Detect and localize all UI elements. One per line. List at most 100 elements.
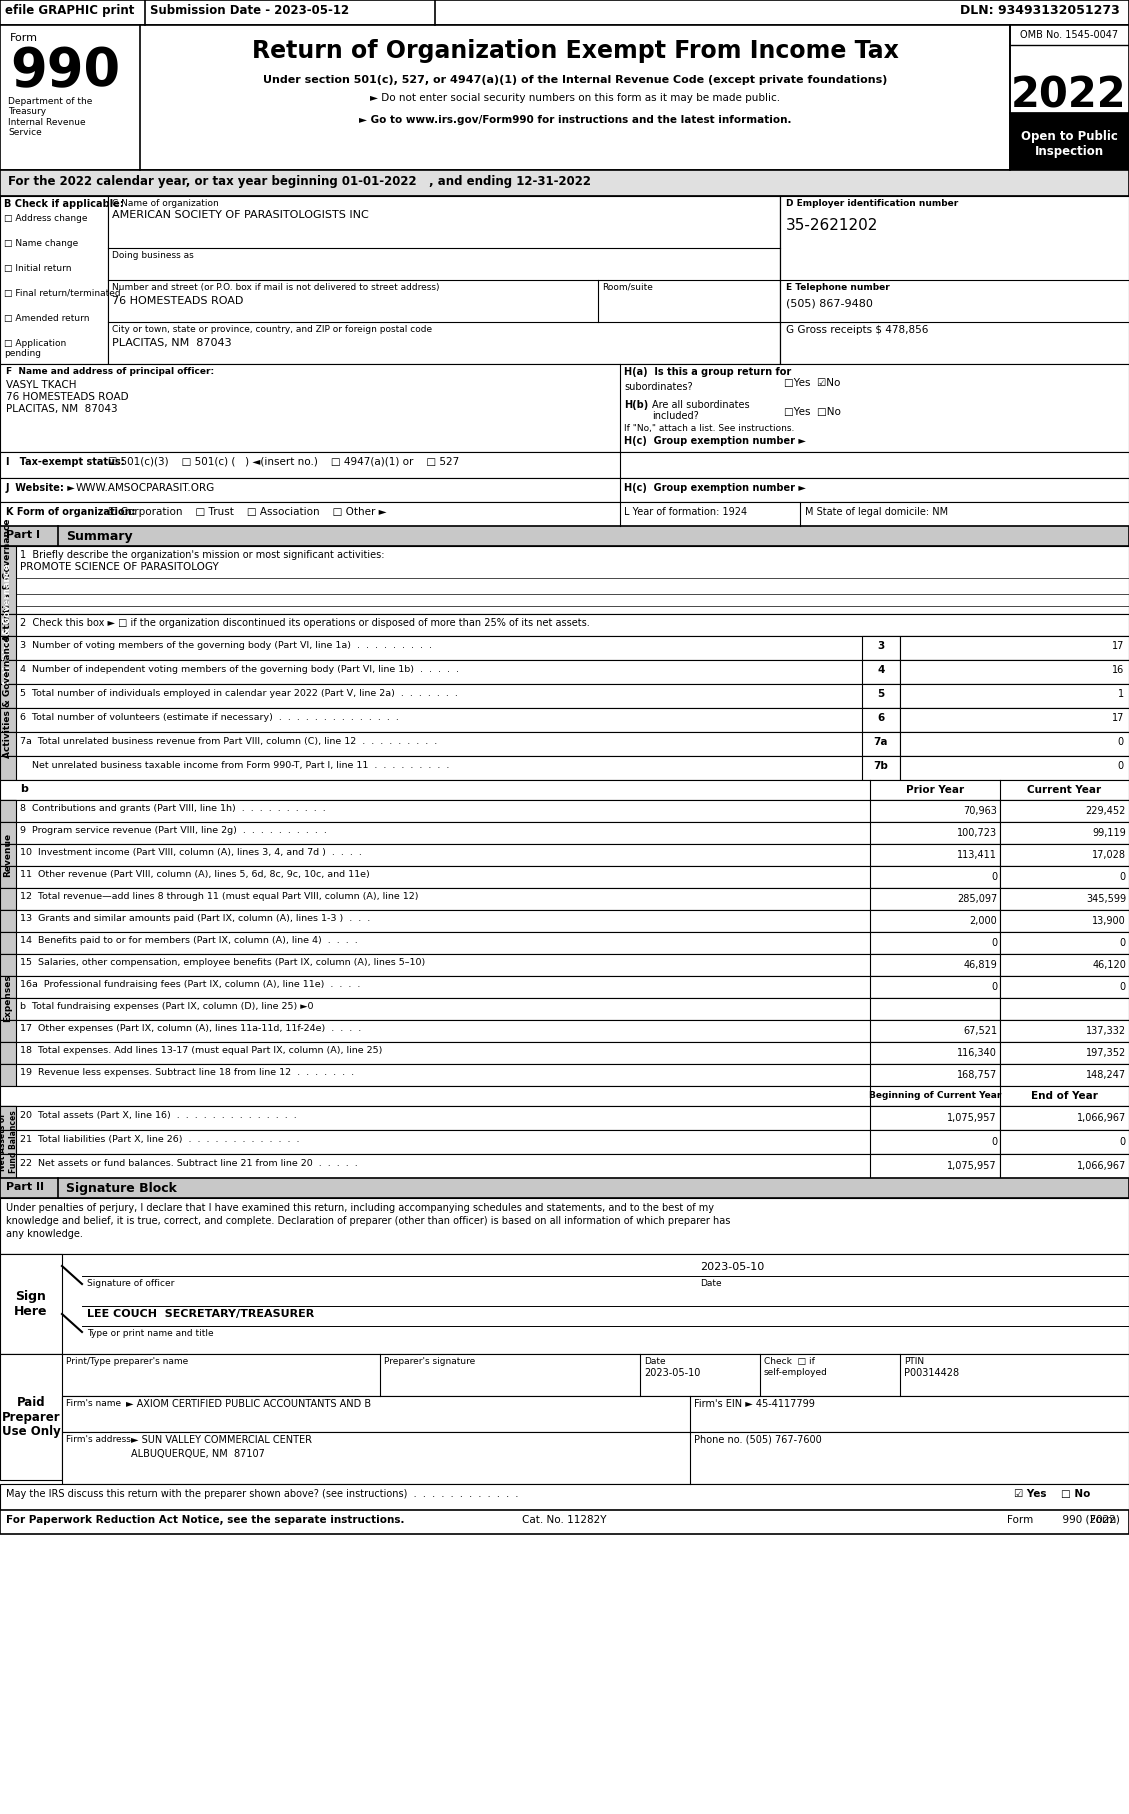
Bar xyxy=(0,911,1129,932)
Text: AMERICAN SOCIETY OF PARASITOLOGISTS INC: AMERICAN SOCIETY OF PARASITOLOGISTS INC xyxy=(112,210,369,219)
Bar xyxy=(0,660,1129,684)
Text: 100,723: 100,723 xyxy=(957,827,997,838)
Text: 2023-05-10: 2023-05-10 xyxy=(700,1263,764,1272)
Bar xyxy=(0,1130,1129,1154)
Text: 6  Total number of volunteers (estimate if necessary)  .  .  .  .  .  .  .  .  .: 6 Total number of volunteers (estimate i… xyxy=(20,713,399,722)
Bar xyxy=(870,865,1000,889)
Bar xyxy=(900,733,1129,756)
Bar xyxy=(0,998,16,1019)
Text: C Name of organization: C Name of organization xyxy=(112,200,219,209)
Bar xyxy=(1000,911,1129,932)
Bar xyxy=(863,637,900,660)
Bar xyxy=(0,1041,1129,1065)
Text: Type or print name and title: Type or print name and title xyxy=(87,1330,213,1339)
Text: F  Name and address of principal officer:: F Name and address of principal officer: xyxy=(6,366,215,375)
Text: ► Do not enter social security numbers on this form as it may be made public.: ► Do not enter social security numbers o… xyxy=(370,93,780,103)
Text: 113,411: 113,411 xyxy=(957,851,997,860)
Text: D Employer identification number: D Employer identification number xyxy=(786,200,959,209)
Text: Signature Block: Signature Block xyxy=(65,1183,177,1195)
Bar xyxy=(0,1107,16,1177)
Bar xyxy=(0,800,16,822)
Text: VASYL TKACH: VASYL TKACH xyxy=(6,379,77,390)
Text: ► AXIOM CERTIFIED PUBLIC ACCOUNTANTS AND B: ► AXIOM CERTIFIED PUBLIC ACCOUNTANTS AND… xyxy=(126,1399,371,1409)
Bar xyxy=(0,865,1129,889)
Text: self-employed: self-employed xyxy=(764,1368,828,1377)
Text: 13  Grants and similar amounts paid (Part IX, column (A), lines 1-3 )  .  .  .: 13 Grants and similar amounts paid (Part… xyxy=(20,914,370,923)
Bar xyxy=(870,1154,1000,1177)
Bar xyxy=(863,660,900,684)
Bar xyxy=(0,196,1129,365)
Bar xyxy=(0,707,16,733)
Text: 7a  Total unrelated business revenue from Part VIII, column (C), line 12  .  .  : 7a Total unrelated business revenue from… xyxy=(20,736,437,746)
Bar xyxy=(0,932,16,954)
Bar xyxy=(0,684,1129,707)
Text: ☑ Corporation    □ Trust    □ Association    □ Other ►: ☑ Corporation □ Trust □ Association □ Ot… xyxy=(108,506,386,517)
Text: 11  Other revenue (Part VIII, column (A), lines 5, 6d, 8c, 9c, 10c, and 11e): 11 Other revenue (Part VIII, column (A),… xyxy=(20,871,370,880)
Bar xyxy=(1000,800,1129,822)
Text: Beginning of Current Year: Beginning of Current Year xyxy=(869,1092,1001,1101)
Text: 0: 0 xyxy=(1118,736,1124,747)
Bar xyxy=(0,844,16,865)
Text: 7b: 7b xyxy=(874,762,889,771)
Bar xyxy=(870,800,1000,822)
Text: ☑ 501(c)(3)    □ 501(c) (   ) ◄(insert no.)    □ 4947(a)(1) or    □ 527: ☑ 501(c)(3) □ 501(c) ( ) ◄(insert no.) □… xyxy=(108,457,460,466)
Text: 990: 990 xyxy=(10,45,120,96)
Text: ☑ Yes    □ No: ☑ Yes □ No xyxy=(1014,1489,1089,1498)
Text: (505) 867-9480: (505) 867-9480 xyxy=(786,297,873,308)
Text: 285,097: 285,097 xyxy=(956,894,997,903)
Text: 1: 1 xyxy=(1118,689,1124,698)
Bar xyxy=(1000,1065,1129,1087)
Text: Form: Form xyxy=(1091,1515,1120,1526)
Bar xyxy=(0,613,16,637)
Text: WWW.AMSOCPARASIT.ORG: WWW.AMSOCPARASIT.ORG xyxy=(76,483,216,493)
Text: □Yes  ☑No: □Yes ☑No xyxy=(784,377,840,388)
Text: E Telephone number: E Telephone number xyxy=(786,283,890,292)
Text: 17: 17 xyxy=(1112,640,1124,651)
Text: 229,452: 229,452 xyxy=(1086,805,1126,816)
Bar xyxy=(1000,932,1129,954)
Bar xyxy=(870,889,1000,911)
Text: Under penalties of perjury, I declare that I have examined this return, includin: Under penalties of perjury, I declare th… xyxy=(6,1203,714,1214)
Text: OMB No. 1545-0047: OMB No. 1545-0047 xyxy=(1019,31,1118,40)
Text: b: b xyxy=(20,784,28,795)
Text: I   Tax-exempt status:: I Tax-exempt status: xyxy=(6,457,124,466)
Text: DLN: 93493132051273: DLN: 93493132051273 xyxy=(961,4,1120,16)
Text: Firm's name: Firm's name xyxy=(65,1399,121,1408)
Text: Revenue: Revenue xyxy=(3,833,12,876)
Bar xyxy=(0,911,16,932)
Text: Room/suite: Room/suite xyxy=(602,283,653,292)
Text: Summary: Summary xyxy=(65,530,132,542)
Bar xyxy=(0,822,16,844)
Text: 1,075,957: 1,075,957 xyxy=(947,1114,997,1123)
Bar xyxy=(0,25,1129,171)
Text: H(b): H(b) xyxy=(624,401,648,410)
Text: Prior Year: Prior Year xyxy=(905,785,964,795)
Text: 197,352: 197,352 xyxy=(1086,1048,1126,1058)
Text: Return of Organization Exempt From Income Tax: Return of Organization Exempt From Incom… xyxy=(252,38,899,63)
Bar xyxy=(0,196,108,365)
Text: □ Application
pending: □ Application pending xyxy=(5,339,67,359)
Bar xyxy=(0,780,1129,800)
Bar xyxy=(0,707,1129,733)
Text: 18  Total expenses. Add lines 13-17 (must equal Part IX, column (A), line 25): 18 Total expenses. Add lines 13-17 (must… xyxy=(20,1047,383,1056)
Bar xyxy=(0,954,1129,976)
Bar xyxy=(0,1253,62,1353)
Text: Are all subordinates: Are all subordinates xyxy=(653,401,750,410)
Text: Sign
Here: Sign Here xyxy=(15,1290,47,1319)
Text: b  Total fundraising expenses (Part IX, column (D), line 25) ►0: b Total fundraising expenses (Part IX, c… xyxy=(20,1001,314,1010)
Text: 76 HOMESTEADS ROAD: 76 HOMESTEADS ROAD xyxy=(6,392,129,403)
Bar xyxy=(870,1107,1000,1130)
Text: B Check if applicable:: B Check if applicable: xyxy=(5,200,124,209)
Text: 76 HOMESTEADS ROAD: 76 HOMESTEADS ROAD xyxy=(112,296,244,307)
Bar xyxy=(0,976,16,998)
Text: 9  Program service revenue (Part VIII, line 2g)  .  .  .  .  .  .  .  .  .  .: 9 Program service revenue (Part VIII, li… xyxy=(20,825,327,834)
Bar xyxy=(0,637,1129,660)
Bar xyxy=(1000,1019,1129,1041)
Text: 17: 17 xyxy=(1112,713,1124,724)
Bar xyxy=(863,733,900,756)
Bar xyxy=(870,976,1000,998)
Bar xyxy=(0,756,16,780)
Bar xyxy=(0,733,16,756)
Text: 22  Net assets or fund balances. Subtract line 21 from line 20  .  .  .  .  .: 22 Net assets or fund balances. Subtract… xyxy=(20,1159,358,1168)
Bar xyxy=(0,932,1129,954)
